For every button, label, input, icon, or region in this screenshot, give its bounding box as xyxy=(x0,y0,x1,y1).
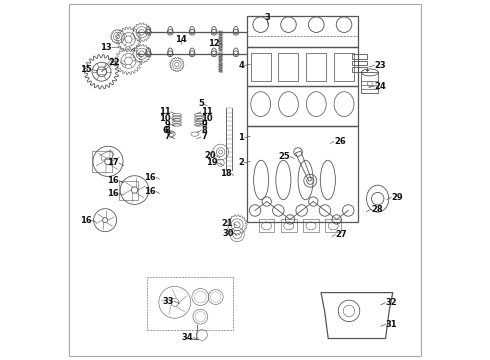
Text: 32: 32 xyxy=(386,298,397,307)
Text: 9: 9 xyxy=(165,120,171,129)
Bar xyxy=(361,72,378,93)
Text: 3: 3 xyxy=(265,13,270,22)
Text: 9: 9 xyxy=(201,120,207,129)
Text: 10: 10 xyxy=(201,114,213,123)
Text: 13: 13 xyxy=(100,43,112,52)
Bar xyxy=(306,53,326,81)
Text: 16: 16 xyxy=(145,173,156,182)
Bar xyxy=(247,86,358,126)
Text: 30: 30 xyxy=(222,229,234,238)
Text: 27: 27 xyxy=(335,230,347,239)
Text: 31: 31 xyxy=(386,320,397,329)
Text: 14: 14 xyxy=(175,35,187,44)
Bar xyxy=(303,220,319,232)
Bar xyxy=(119,181,139,200)
Text: 1: 1 xyxy=(239,133,245,142)
Text: 7: 7 xyxy=(201,132,207,141)
Bar xyxy=(247,47,358,86)
Bar xyxy=(247,126,358,222)
Text: 25: 25 xyxy=(278,152,290,161)
Text: 10: 10 xyxy=(159,114,171,123)
Text: 34: 34 xyxy=(181,333,193,342)
Bar xyxy=(325,220,341,232)
Bar xyxy=(352,54,368,59)
Text: 28: 28 xyxy=(371,205,383,214)
Text: 16: 16 xyxy=(80,216,92,225)
Text: 24: 24 xyxy=(375,82,387,91)
Text: 12: 12 xyxy=(208,39,220,48)
Text: 16: 16 xyxy=(107,176,119,185)
Text: 16: 16 xyxy=(145,187,156,196)
Text: 11: 11 xyxy=(159,107,171,116)
Text: 19: 19 xyxy=(206,158,218,167)
Bar xyxy=(334,53,354,81)
Bar xyxy=(251,53,270,81)
Text: 6: 6 xyxy=(162,126,168,135)
Text: 26: 26 xyxy=(334,137,345,146)
Text: 16: 16 xyxy=(107,189,119,198)
Text: 7: 7 xyxy=(165,132,171,141)
Bar xyxy=(352,61,368,65)
Text: 18: 18 xyxy=(220,169,231,178)
Bar xyxy=(352,67,368,72)
Bar xyxy=(92,151,112,172)
Bar xyxy=(281,220,296,232)
Text: 4: 4 xyxy=(239,61,245,70)
Bar xyxy=(97,69,106,74)
Text: 8: 8 xyxy=(201,126,207,135)
Text: 5: 5 xyxy=(198,99,204,108)
Text: 22: 22 xyxy=(108,58,120,67)
Text: 21: 21 xyxy=(222,219,234,228)
Bar xyxy=(147,277,233,330)
Text: 8: 8 xyxy=(165,126,171,135)
Text: 11: 11 xyxy=(201,107,213,116)
Text: 23: 23 xyxy=(375,61,387,70)
Bar xyxy=(247,16,358,47)
Text: 20: 20 xyxy=(204,151,216,160)
Text: 2: 2 xyxy=(239,158,245,167)
Bar xyxy=(278,53,298,81)
Text: 29: 29 xyxy=(392,193,403,202)
Text: 15: 15 xyxy=(80,65,92,74)
Text: 33: 33 xyxy=(163,297,174,306)
Text: 17: 17 xyxy=(107,158,119,167)
Bar xyxy=(259,220,274,232)
